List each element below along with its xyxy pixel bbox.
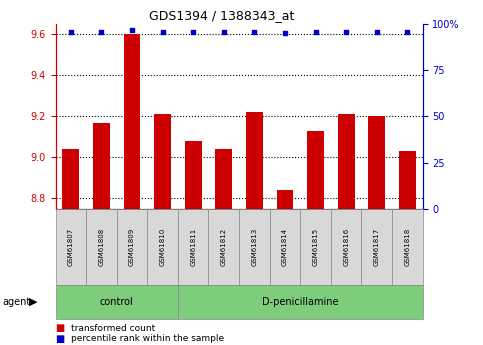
Bar: [338, 115, 355, 209]
Bar: [369, 116, 385, 209]
Bar: [307, 131, 324, 209]
Text: GSM61809: GSM61809: [129, 228, 135, 266]
Bar: [124, 34, 141, 209]
Text: GSM61807: GSM61807: [68, 228, 74, 266]
Text: GSM61808: GSM61808: [99, 228, 104, 266]
Text: GSM61818: GSM61818: [404, 228, 411, 266]
Text: D-penicillamine: D-penicillamine: [262, 297, 339, 307]
Bar: [215, 149, 232, 209]
Text: ▶: ▶: [28, 297, 37, 307]
Text: GSM61813: GSM61813: [251, 228, 257, 266]
Point: [251, 29, 258, 34]
Point: [312, 29, 319, 34]
Text: GSM61811: GSM61811: [190, 228, 196, 266]
Text: ■: ■: [56, 324, 65, 333]
Point: [403, 29, 411, 34]
Bar: [277, 190, 293, 209]
Bar: [62, 149, 79, 209]
Text: GSM61815: GSM61815: [313, 228, 319, 266]
Bar: [246, 112, 263, 209]
Point: [220, 29, 227, 34]
Point: [67, 29, 75, 34]
Text: transformed count: transformed count: [71, 324, 155, 333]
Text: percentile rank within the sample: percentile rank within the sample: [71, 334, 224, 343]
Bar: [185, 141, 201, 209]
Bar: [154, 115, 171, 209]
Bar: [93, 122, 110, 209]
Point: [189, 29, 197, 34]
Text: GDS1394 / 1388343_at: GDS1394 / 1388343_at: [150, 9, 295, 22]
Point: [373, 29, 381, 34]
Point: [342, 29, 350, 34]
Text: GSM61814: GSM61814: [282, 228, 288, 266]
Point: [281, 31, 289, 36]
Point: [159, 29, 167, 34]
Text: GSM61810: GSM61810: [159, 228, 166, 266]
Text: GSM61812: GSM61812: [221, 228, 227, 266]
Bar: [399, 151, 416, 209]
Point: [98, 29, 105, 34]
Point: [128, 27, 136, 32]
Text: GSM61816: GSM61816: [343, 228, 349, 266]
Text: GSM61817: GSM61817: [374, 228, 380, 266]
Text: agent: agent: [2, 297, 30, 307]
Text: ■: ■: [56, 334, 65, 344]
Text: control: control: [100, 297, 134, 307]
